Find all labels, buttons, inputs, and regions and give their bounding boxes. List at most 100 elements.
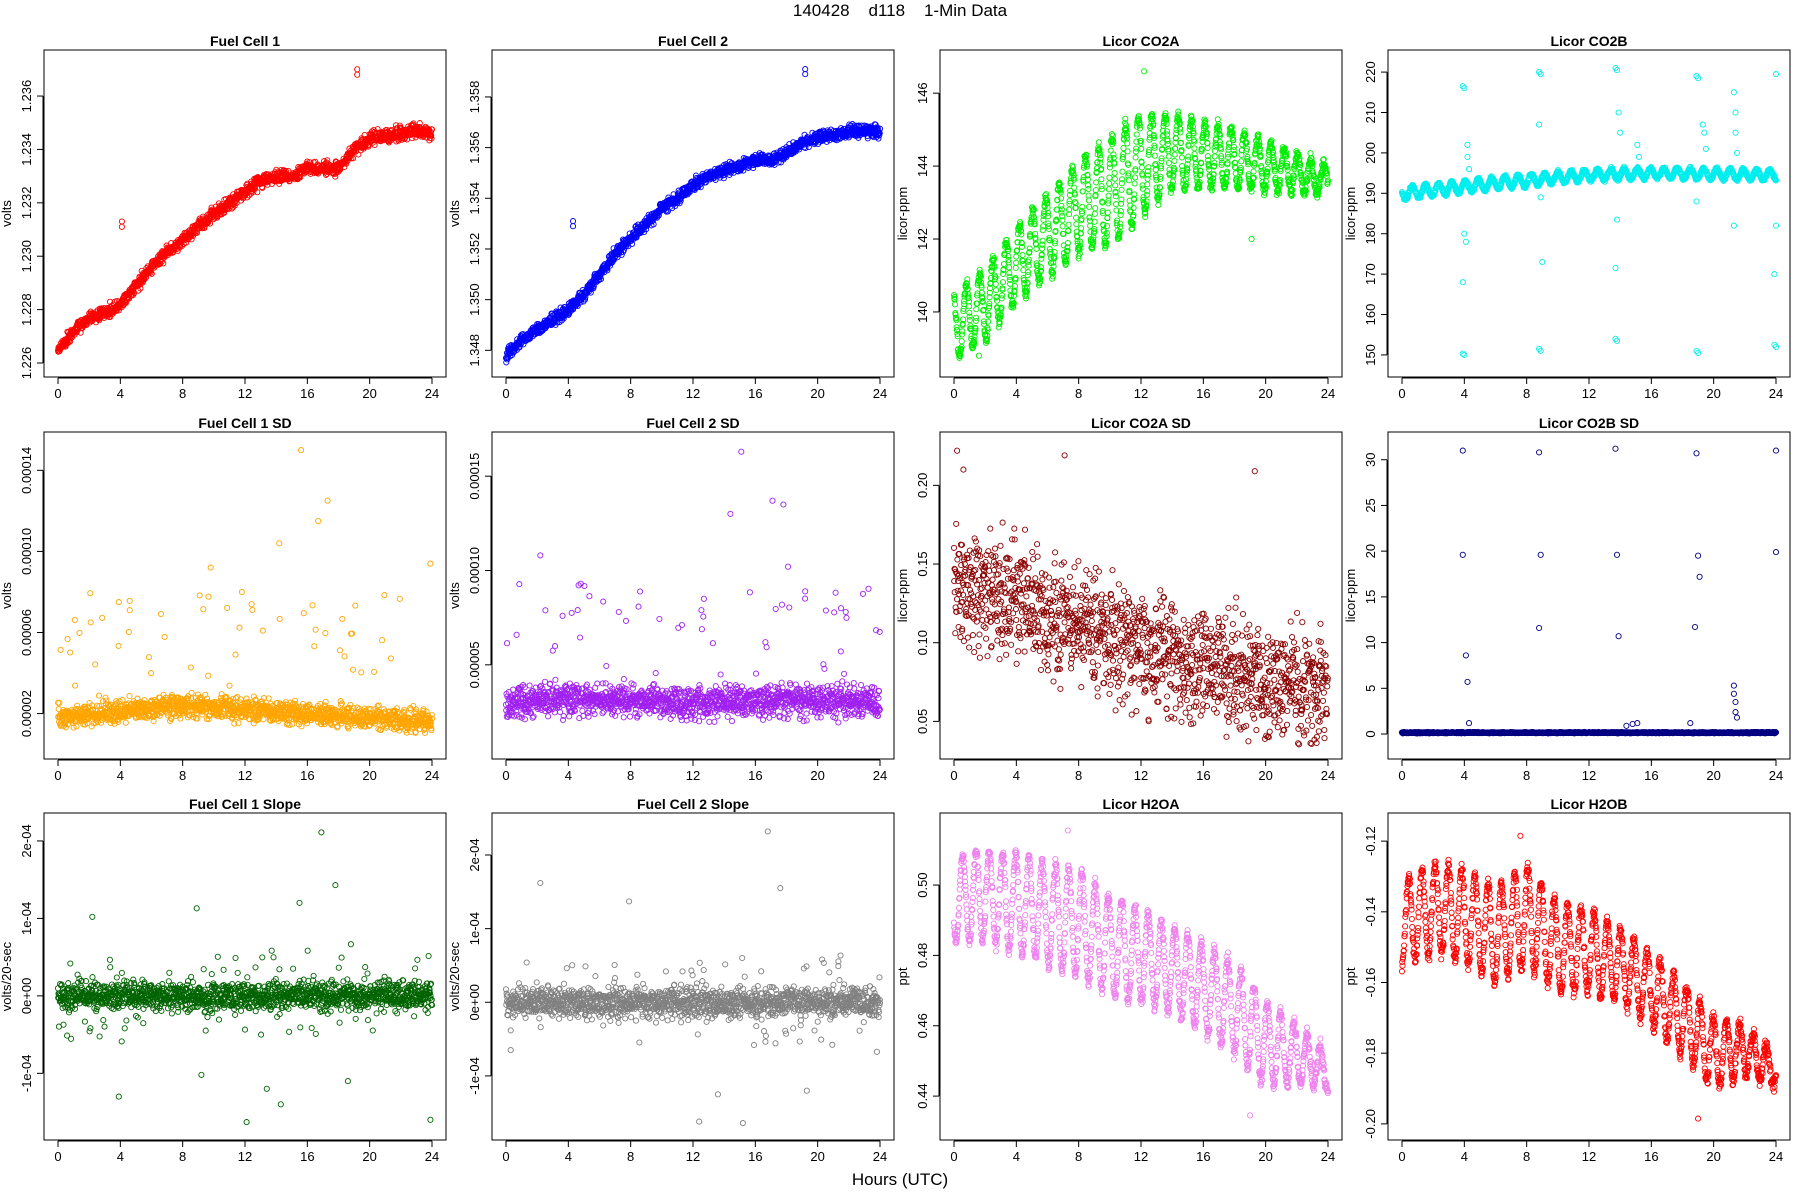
data-point: [965, 298, 972, 305]
points: [502, 66, 884, 366]
data-point: [1250, 168, 1257, 175]
data-point: [1138, 145, 1145, 152]
panel-title: Fuel Cell 2: [658, 33, 728, 49]
x-tick-label: 8: [1075, 386, 1082, 401]
x-tick-label: 0: [502, 386, 509, 401]
y-tick-label: 1.232: [19, 187, 34, 220]
data-point: [1172, 145, 1179, 152]
x-tick-label: 8: [179, 386, 186, 401]
data-point: [1133, 145, 1140, 152]
data-point: [1214, 116, 1221, 123]
panel-title: Fuel Cell 1: [210, 33, 280, 49]
plot-frame: [43, 49, 447, 378]
data-point: [1105, 186, 1112, 193]
data-point: [1065, 221, 1072, 228]
x-tick-label: 4: [1461, 386, 1468, 401]
data-point: [1059, 223, 1066, 230]
x-tick-label: 4: [565, 386, 572, 401]
data-point: [992, 281, 999, 288]
y-tick-label: 1.228: [19, 293, 34, 326]
data-point: [966, 303, 973, 310]
x-tick-label: 12: [1134, 386, 1148, 401]
data-point: [1013, 259, 1020, 266]
data-point: [1095, 139, 1102, 146]
data-point: [993, 287, 1000, 294]
data-point: [802, 71, 809, 78]
data-point: [1092, 205, 1099, 212]
points: [1398, 64, 1780, 358]
y-tick-label: 1.234: [19, 133, 34, 166]
y-tick-label: 144: [915, 155, 930, 177]
data-point: [147, 269, 154, 277]
data-point: [1119, 168, 1126, 175]
data-point: [1118, 186, 1125, 193]
y-tick-label: 220: [1363, 61, 1378, 83]
y-tick-label: 140: [915, 301, 930, 323]
data-point: [160, 260, 167, 267]
x-tick-label: 16: [748, 386, 762, 401]
x-tick-label: 0: [950, 386, 957, 401]
x-tick-label: 12: [238, 386, 252, 401]
data-point: [973, 306, 980, 313]
data-point: [1211, 153, 1218, 160]
x-tick-label: 20: [1706, 386, 1720, 401]
data-point: [1104, 209, 1111, 216]
data-point: [569, 223, 577, 230]
y-axis-label: licor-ppm: [895, 187, 910, 240]
y-tick-label: 150: [1363, 344, 1378, 366]
x-tick-label: 4: [117, 386, 124, 401]
x-axis: 0 4 8 12 16 20 24: [54, 377, 439, 401]
data-point: [1132, 154, 1139, 161]
data-point: [1106, 180, 1113, 187]
data-point: [1165, 153, 1172, 160]
data-point: [1106, 174, 1113, 181]
data-point: [569, 218, 577, 225]
data-point: [1073, 214, 1080, 221]
data-point: [254, 189, 261, 196]
data-point: [1040, 223, 1047, 230]
data-point: [183, 239, 190, 246]
data-point: [1111, 175, 1118, 182]
data-point: [282, 167, 289, 175]
data-point: [1119, 176, 1126, 183]
data-point: [1006, 264, 1013, 271]
data-point: [1098, 176, 1105, 183]
data-point: [959, 328, 966, 335]
data-point: [1171, 151, 1178, 158]
x-tick-label: 20: [362, 386, 376, 401]
y-axis-label: volts: [447, 200, 462, 227]
data-point: [958, 338, 965, 345]
data-point: [1124, 148, 1131, 155]
y-tick-label: 1.352: [467, 233, 482, 266]
data-point: [259, 184, 266, 191]
y-tick-label: 200: [1363, 142, 1378, 164]
data-point: [1025, 262, 1032, 269]
data-point: [222, 195, 229, 202]
y-tick-label: 170: [1363, 263, 1378, 285]
data-point: [1238, 158, 1245, 165]
data-point: [1230, 143, 1237, 150]
data-point: [1113, 201, 1120, 208]
data-point: [1138, 164, 1145, 171]
points: [54, 66, 436, 355]
data-point: [1191, 145, 1198, 152]
x-tick-label: 24: [425, 386, 439, 401]
x-tick-label: 0: [1398, 386, 1405, 401]
plot-frame: [1387, 49, 1791, 378]
data-point: [1144, 188, 1151, 195]
y-axis-label: licor-ppm: [1343, 187, 1358, 240]
data-point: [1248, 235, 1255, 243]
x-tick-label: 4: [1013, 386, 1020, 401]
data-point: [802, 66, 809, 73]
data-point: [118, 223, 125, 230]
data-point: [1141, 68, 1148, 75]
data-point: [1091, 210, 1098, 217]
x-tick-label: 12: [686, 386, 700, 401]
page-title: 140428 d118 1-Min Data: [792, 1, 1008, 20]
x-tick-label: 16: [1644, 386, 1658, 401]
data-point: [1185, 153, 1192, 160]
data-point: [1112, 182, 1119, 189]
